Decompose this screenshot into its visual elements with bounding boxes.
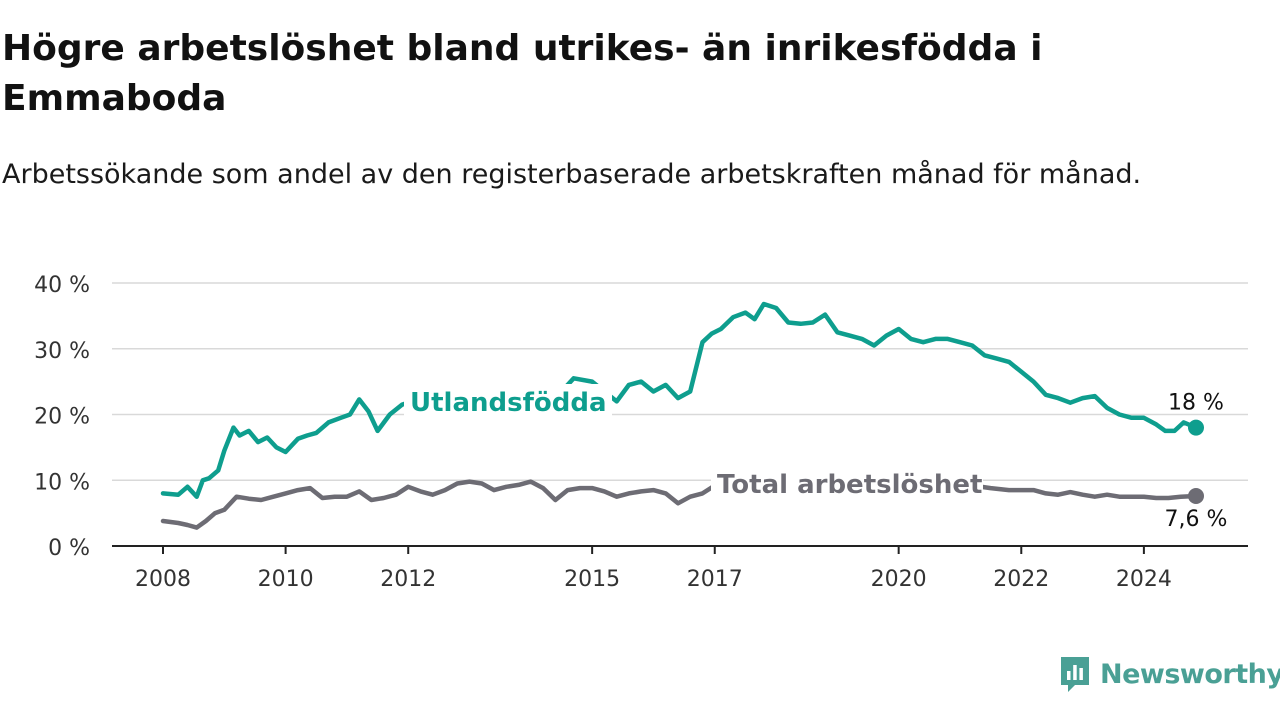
brand-name: Newsworthy	[1100, 658, 1280, 690]
series-line-total	[160, 479, 1199, 530]
x-tick-label: 2020	[871, 567, 927, 592]
end-value-label: 18 %	[1168, 391, 1224, 416]
end-point-marker	[1188, 488, 1204, 505]
chart-title: Högre arbetslöshet bland utrikes- än inr…	[2, 28, 1043, 119]
x-tick-label: 2024	[1116, 567, 1172, 592]
series-line-utlandsfodda	[160, 301, 1199, 499]
x-tick-label: 2008	[135, 567, 191, 592]
x-tick-label: 2017	[687, 567, 743, 592]
series-label-total: Total arbetslöshet	[717, 470, 982, 500]
label-background	[404, 384, 612, 420]
y-tick-label: 30 %	[34, 339, 90, 364]
newsworthy-logo-icon	[1061, 657, 1089, 692]
y-tick-label: 20 %	[34, 405, 90, 430]
y-tick-label: 40 %	[34, 273, 90, 298]
label-background	[711, 466, 983, 500]
chart-subtitle: Arbetssökande som andel av den registerb…	[2, 159, 1142, 190]
series-label-utlandsfodda: Utlandsfödda	[410, 388, 607, 418]
end-value-label: 7,6 %	[1165, 507, 1228, 532]
y-tick-label: 0 %	[48, 536, 90, 561]
y-tick-label: 10 %	[34, 470, 90, 495]
x-tick-label: 2012	[380, 567, 436, 592]
grid-lines	[112, 282, 1248, 481]
end-point-marker	[1188, 419, 1204, 436]
axes: 0 % 10 % 20 % 30 % 40 % 2008 2010 2012 2015 2017 2…	[34, 273, 1248, 592]
series-lines	[160, 301, 1204, 530]
newsworthy-logo: Newsworthy	[1058, 650, 1280, 698]
x-tick-label: 2010	[258, 567, 314, 592]
x-tick-label: 2015	[564, 567, 620, 592]
x-tick-label: 2022	[993, 567, 1049, 592]
line-chart: 0 % 10 % 20 % 30 % 40 % 2008 2010 2012 2015 2017 2…	[34, 273, 1248, 592]
series-labels: 18 % 7,6 % Utlandsfödda Total arbetslöshet	[404, 384, 1227, 532]
